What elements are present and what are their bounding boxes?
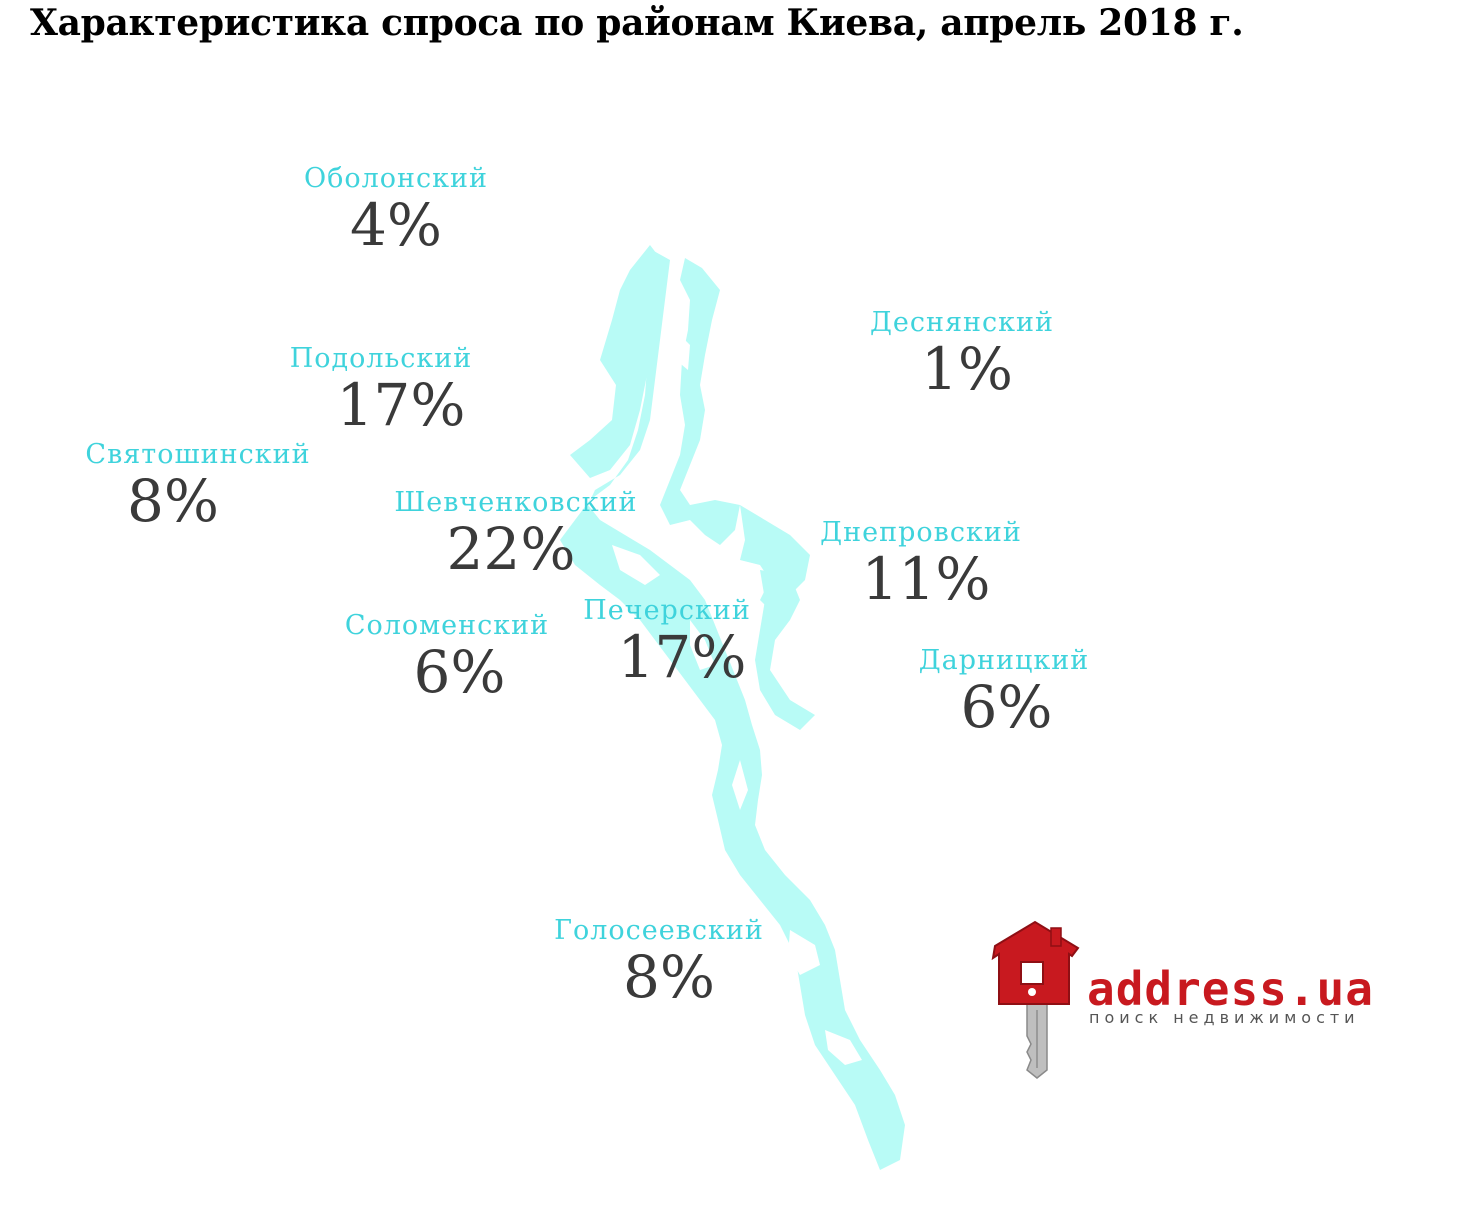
district-percent: 22%: [446, 515, 576, 583]
page-title: Характеристика спроса по районам Киева, …: [30, 2, 1244, 44]
district-desnyansky: Деснянский 1%: [812, 307, 1112, 403]
district-name: Днепровский: [820, 517, 1022, 548]
district-percent: 4%: [349, 191, 442, 259]
district-percent: 1%: [920, 335, 1013, 403]
district-percent: 6%: [960, 673, 1053, 741]
district-podolsky: Подольский 17%: [231, 343, 531, 439]
island: [612, 545, 660, 585]
brand-name: address.ua: [1087, 962, 1374, 1016]
district-name: Деснянский: [869, 307, 1055, 338]
dnipro-river-channel: [560, 250, 905, 1170]
district-percent: 17%: [617, 623, 747, 691]
east-bay-2: [755, 570, 815, 730]
desenka-channel: [660, 258, 740, 545]
dnipro-river: [560, 245, 905, 1170]
brand-tagline: поиск недвижимости: [1089, 1008, 1360, 1027]
district-percent: 6%: [413, 638, 506, 706]
district-darnitsky: Дарницкий 6%: [854, 645, 1154, 741]
district-name: Оболонский: [303, 163, 489, 194]
district-percent: 17%: [336, 371, 466, 439]
district-percent: 8%: [126, 467, 219, 535]
district-name: Печерский: [583, 595, 751, 626]
district-pechersky: Печерский 17%: [517, 595, 817, 691]
island: [825, 1030, 862, 1065]
district-svyatoshinsky: Святошинский 8%: [48, 439, 348, 535]
district-name: Соломенский: [344, 610, 550, 641]
district-solomensky: Соломенский 6%: [297, 610, 597, 706]
district-obolonsky: Оболонский 4%: [246, 163, 546, 259]
island: [690, 620, 715, 670]
dnipro-river-main: [570, 245, 663, 478]
district-dneprovsky: Днепровский 11%: [771, 517, 1071, 613]
district-name: Подольский: [289, 343, 473, 374]
island: [732, 760, 748, 810]
district-percent: 11%: [861, 545, 991, 613]
address-ua-logo[interactable]: address.ua поиск недвижимости: [985, 920, 1405, 1080]
house-key-icon: [991, 920, 1080, 1079]
district-name: Голосеевский: [554, 915, 764, 946]
island: [788, 930, 820, 975]
district-percent: 8%: [622, 943, 715, 1011]
district-goloseevsky: Голосеевский 8%: [509, 915, 809, 1011]
district-name: Дарницкий: [918, 645, 1090, 676]
district-name: Шевченковский: [394, 487, 638, 518]
island: [675, 330, 690, 370]
district-name: Святошинский: [85, 439, 311, 470]
district-shevchenkovsky: Шевченковский 22%: [366, 487, 666, 583]
